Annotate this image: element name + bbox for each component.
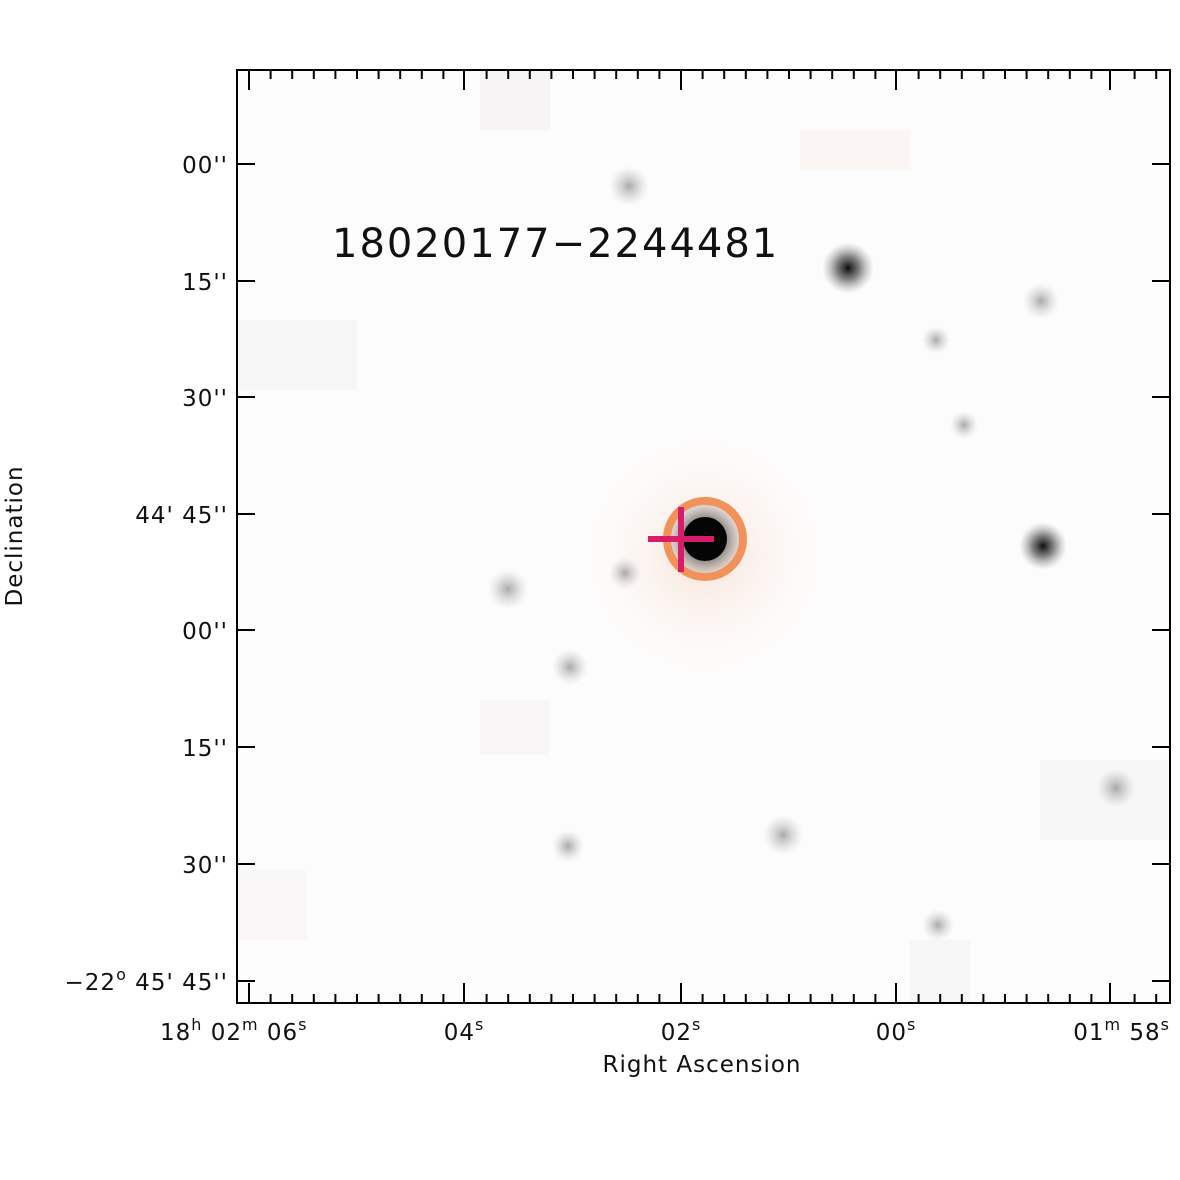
y-tick-label: 00'' (182, 619, 228, 645)
x-axis-title: Right Ascension (603, 1052, 802, 1078)
field-star (1019, 522, 1067, 570)
field-star (922, 909, 954, 941)
field-star (1096, 768, 1136, 808)
field-star (1023, 283, 1059, 319)
object-title: 18020177−2244481 (332, 221, 779, 267)
x-tick-label: 18h 02m 06s (160, 1015, 308, 1046)
field-star (763, 815, 803, 855)
sky-image (237, 70, 1170, 1003)
y-tick-label: 30'' (182, 386, 228, 412)
field-star (609, 166, 649, 206)
y-tick-label: 30'' (182, 853, 228, 879)
x-tick-label: 00s (876, 1015, 917, 1046)
x-tick-label: 02s (661, 1015, 702, 1046)
y-tick-label: 15'' (182, 270, 228, 296)
y-tick-label: 44' 45'' (135, 503, 228, 529)
x-tick-label: 01m 58s (1073, 1015, 1170, 1046)
field-star (822, 242, 874, 294)
field-star (552, 649, 588, 685)
x-tick-label: 04s (444, 1015, 485, 1046)
field-star (552, 830, 584, 862)
target-cross-marker (648, 507, 714, 572)
field-star (609, 557, 641, 589)
field-star (950, 411, 978, 439)
y-tick-label: −22o 45' 45'' (65, 965, 228, 996)
field-star (922, 326, 950, 354)
y-axis-title: Declination (2, 465, 28, 606)
y-tick-label: 15'' (182, 736, 228, 762)
field-star (488, 569, 528, 609)
y-tick-label: 00'' (182, 153, 228, 179)
